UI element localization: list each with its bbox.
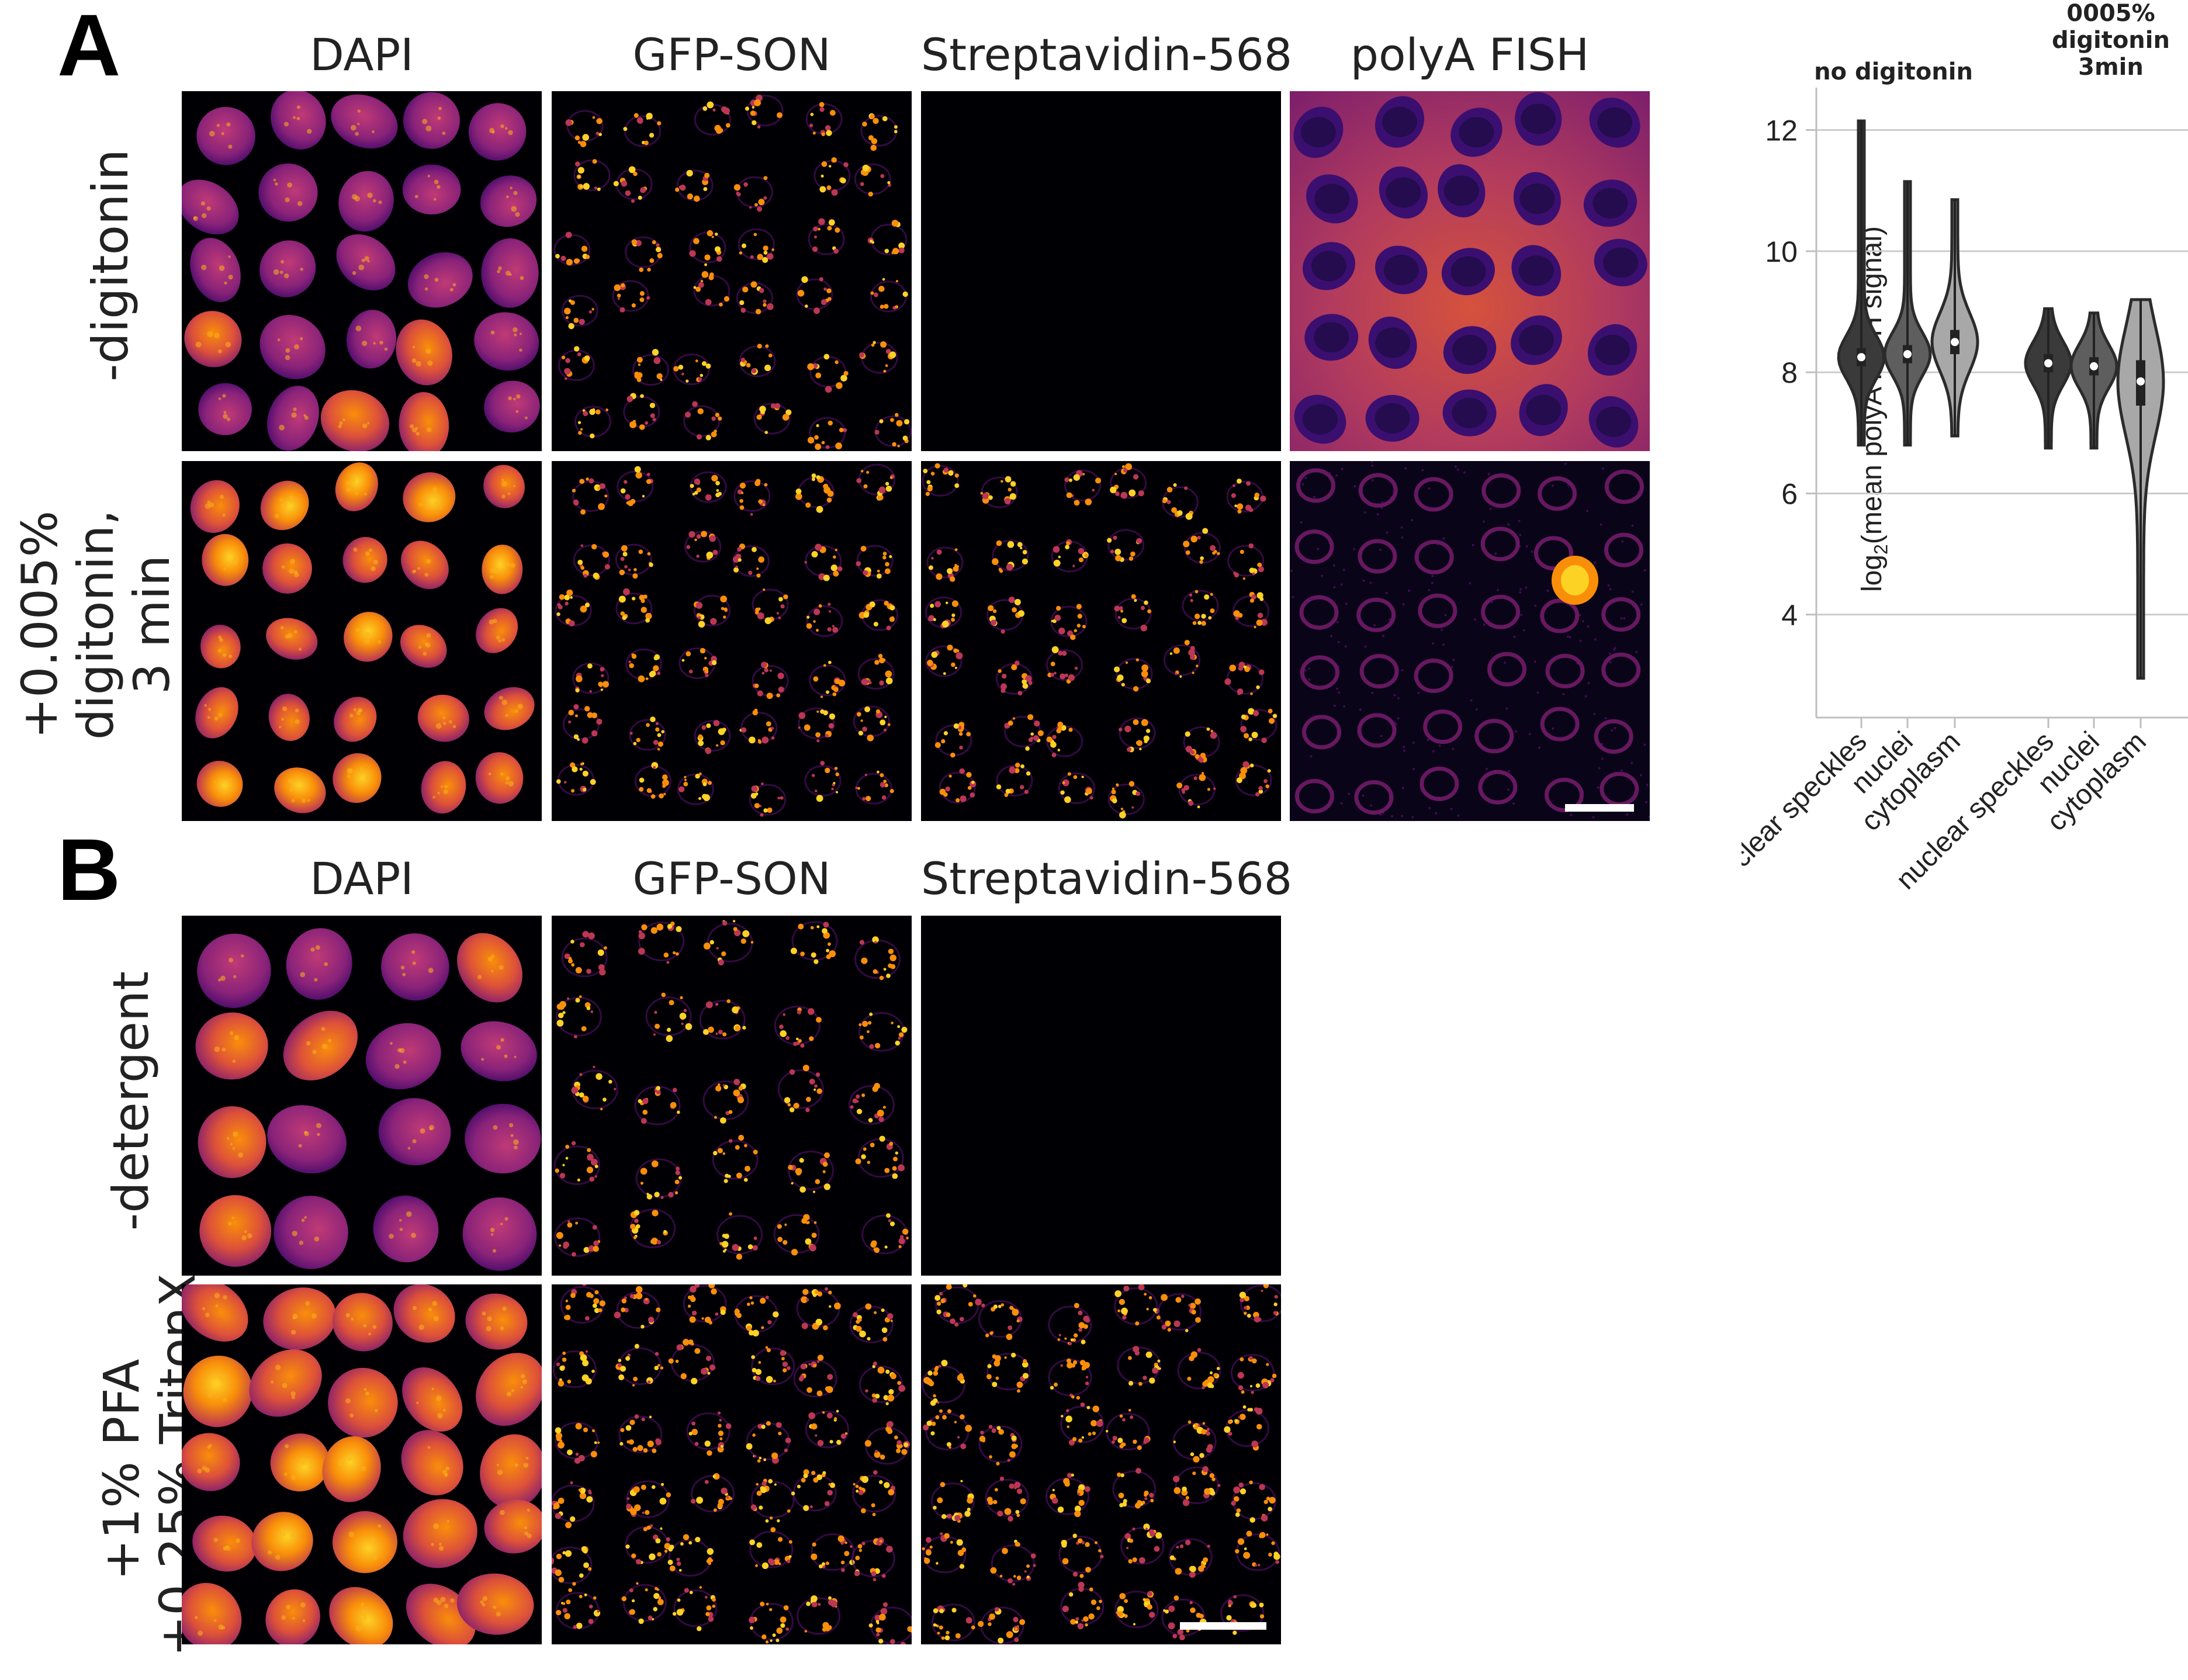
micrograph-a-digitonin-polya xyxy=(1290,91,1650,451)
violin-median-dot xyxy=(1903,350,1912,359)
micrograph-a-digitonin-dapi-image xyxy=(182,91,542,451)
chart-group-title-no-digitonin: no digitonin xyxy=(1814,58,1973,85)
panel-a-letter: A xyxy=(57,0,121,94)
micrograph-b-pfa-triton-streptavidin-image xyxy=(921,1284,1281,1644)
micrograph-b-detergent-dapi xyxy=(182,916,542,1276)
micrograph-b-detergent-gfp-son-image xyxy=(552,916,912,1276)
panel-a-row1-label: -digitonin xyxy=(82,149,139,382)
micrograph-b-detergent-streptavidin xyxy=(921,916,1281,1276)
micrograph-a-digitonin-polya-image xyxy=(1290,91,1650,451)
micrograph-a-digitonin-streptavidin-image xyxy=(921,91,1281,451)
x-tick-label: nuclear speckles xyxy=(1742,726,1873,895)
panel-b-col-streptavidin: Streptavidin-568 xyxy=(921,853,1293,905)
micrograph-b-pfa-triton-streptavidin xyxy=(921,1284,1281,1644)
micrograph-a-digitonin-gfp-son xyxy=(552,91,912,451)
y-tick-label: 8 xyxy=(1781,356,1798,389)
violin-median-dot xyxy=(1857,353,1865,362)
y-tick-label: 12 xyxy=(1765,115,1798,147)
scale-bar-b xyxy=(1180,1622,1266,1630)
micrograph-b-detergent-streptavidin-image xyxy=(921,916,1281,1276)
micrograph-a-digitonin-dapi xyxy=(182,91,542,451)
micrograph-a-plus-digitonin-polya xyxy=(1290,461,1650,821)
violin-median-dot xyxy=(2090,362,2098,370)
panel-b-letter: B xyxy=(57,820,121,919)
violin-median-dot xyxy=(2044,359,2052,368)
micrograph-a-plus-digitonin-streptavidin-image xyxy=(921,461,1281,821)
micrograph-b-pfa-triton-gfp-son xyxy=(552,1284,912,1644)
micrograph-a-digitonin-gfp-son-image xyxy=(552,91,912,451)
micrograph-a-plus-digitonin-gfp-son-image xyxy=(552,461,912,821)
x-tick-label: nuclear speckles xyxy=(1890,726,2059,895)
violin-median-dot xyxy=(1951,338,1959,347)
micrograph-b-detergent-dapi-image xyxy=(182,916,542,1276)
scale-bar-a xyxy=(1565,804,1634,812)
micrograph-b-detergent-gfp-son xyxy=(552,916,912,1276)
micrograph-a-plus-digitonin-dapi xyxy=(182,461,542,821)
panel-a-col-streptavidin: Streptavidin-568 xyxy=(921,29,1293,81)
panel-a-col-gfp-son: GFP-SON xyxy=(632,29,831,81)
panel-b-col-gfp-son: GFP-SON xyxy=(632,853,831,905)
micrograph-a-digitonin-streptavidin xyxy=(921,91,1281,451)
violin-median-dot xyxy=(2137,377,2145,386)
panel-b-row1-label: -detergent xyxy=(102,971,160,1231)
micrograph-a-plus-digitonin-streptavidin xyxy=(921,461,1281,821)
panel-a-col-polya-fish: polyA FISH xyxy=(1350,29,1590,81)
panel-a-col-dapi: DAPI xyxy=(310,29,414,81)
y-tick-label: 10 xyxy=(1765,235,1798,268)
micrograph-a-plus-digitonin-dapi-image xyxy=(182,461,542,821)
micrograph-a-plus-digitonin-polya-image xyxy=(1290,461,1650,821)
panel-a-row2-label: +0.005% digitonin, 3 min xyxy=(11,509,181,740)
panel-b-col-dapi: DAPI xyxy=(310,853,414,905)
micrograph-b-pfa-triton-dapi-image xyxy=(182,1284,542,1644)
micrograph-b-pfa-triton-dapi xyxy=(182,1284,542,1644)
micrograph-a-plus-digitonin-gfp-son xyxy=(552,461,912,821)
y-tick-label: 6 xyxy=(1781,477,1798,510)
micrograph-b-pfa-triton-gfp-son-image xyxy=(552,1284,912,1644)
chart-group-title-digitonin: 0005% digitonin 3min xyxy=(2052,0,2170,81)
y-tick-label: 4 xyxy=(1781,599,1798,632)
